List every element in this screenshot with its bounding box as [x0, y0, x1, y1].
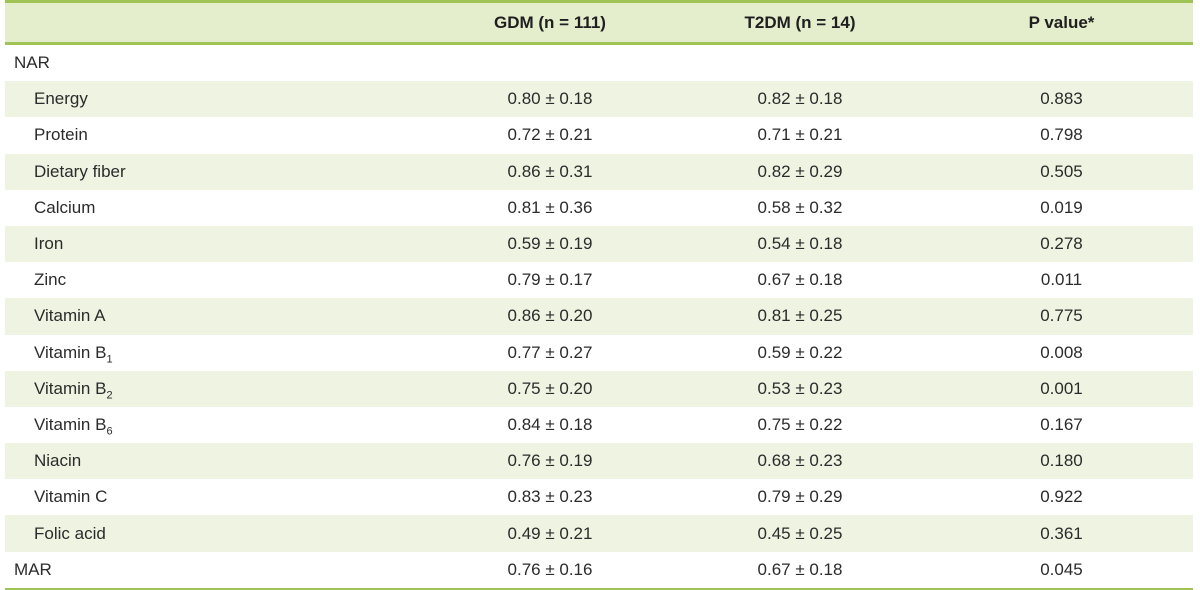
row-label: Niacin — [34, 451, 82, 471]
label-subscript: 6 — [106, 425, 113, 438]
t2dm-value-cell: 0.53 ± 0.23 — [757, 378, 843, 398]
row-label: Vitamin B1 — [34, 342, 113, 365]
t2dm-value-cell: 0.67 ± 0.18 — [757, 270, 843, 290]
gdm-value-cell: 0.76 ± 0.19 — [507, 451, 593, 471]
table-row: Vitamin B6 0.84 ± 0.18 0.75 ± 0.22 0.167 — [5, 406, 1193, 444]
t2dm-value-cell: 0.45 ± 0.25 — [757, 523, 843, 543]
pvalue-cell: 0.019 — [1040, 197, 1083, 217]
table-row: Vitamin A 0.86 ± 0.20 0.81 ± 0.25 0.775 — [5, 298, 1193, 335]
gdm-value-cell: 0.75 ± 0.20 — [507, 378, 593, 398]
column-header-t2dm: T2DM (n = 14) — [744, 12, 856, 32]
gdm-value-cell: 0.83 ± 0.23 — [507, 487, 593, 507]
t2dm-value-cell: 0.58 ± 0.32 — [757, 197, 843, 217]
t2dm-value-cell: 0.54 ± 0.18 — [757, 234, 843, 254]
nutrient-adequacy-table: GDM (n = 111) T2DM (n = 14) P value* NAR… — [5, 0, 1193, 590]
gdm-value-cell: 0.79 ± 0.17 — [507, 270, 593, 290]
table-row: Iron 0.59 ± 0.19 0.54 ± 0.18 0.278 — [5, 225, 1193, 263]
t2dm-value-cell: 0.67 ± 0.18 — [757, 559, 843, 579]
table-row: Zinc 0.79 ± 0.17 0.67 ± 0.18 0.011 — [5, 262, 1193, 299]
gdm-value-cell: 0.59 ± 0.19 — [507, 234, 593, 254]
pvalue-cell: 0.008 — [1040, 342, 1083, 362]
gdm-value-cell: 0.86 ± 0.20 — [507, 306, 593, 326]
row-label: NAR — [14, 53, 50, 73]
column-header-pvalue: P value* — [1028, 12, 1095, 32]
row-label: Calcium — [34, 197, 96, 217]
t2dm-value-cell: 0.82 ± 0.18 — [757, 89, 843, 109]
pvalue-cell: 0.001 — [1040, 378, 1083, 398]
gdm-value-cell: 0.84 ± 0.18 — [507, 414, 593, 434]
gdm-value-cell: 0.77 ± 0.27 — [507, 342, 593, 362]
row-label: Zinc — [34, 270, 67, 290]
table-row: Folic acid 0.49 ± 0.21 0.45 ± 0.25 0.361 — [5, 515, 1193, 552]
table-row: Vitamin B1 0.77 ± 0.27 0.59 ± 0.22 0.008 — [5, 334, 1193, 371]
gdm-value-cell: 0.81 ± 0.36 — [507, 197, 593, 217]
pvalue-cell: 0.922 — [1040, 487, 1083, 507]
pvalue-cell: 0.798 — [1040, 125, 1083, 145]
pvalue-cell: 0.011 — [1040, 270, 1083, 290]
table-row: Energy 0.80 ± 0.18 0.82 ± 0.18 0.883 — [5, 81, 1193, 118]
pvalue-cell: 0.361 — [1040, 523, 1083, 543]
pvalue-cell: 0.180 — [1040, 451, 1083, 471]
table-row: MAR 0.76 ± 0.16 0.67 ± 0.18 0.045 — [5, 551, 1193, 588]
t2dm-value-cell: 0.75 ± 0.22 — [757, 414, 843, 434]
row-label: Vitamin A — [34, 306, 106, 326]
table-row: Vitamin C 0.83 ± 0.23 0.79 ± 0.29 0.922 — [5, 479, 1193, 516]
row-label: MAR — [14, 559, 52, 579]
label-subscript: 1 — [106, 352, 113, 365]
t2dm-value-cell: 0.79 ± 0.29 — [757, 487, 843, 507]
pvalue-cell: 0.775 — [1040, 306, 1083, 326]
t2dm-value-cell: 0.81 ± 0.25 — [757, 306, 843, 326]
table-body: NAR Energy 0.80 ± 0.18 0.82 ± 0.18 0.883… — [5, 45, 1193, 590]
table-header-row: GDM (n = 111) T2DM (n = 14) P value* — [5, 3, 1193, 45]
table-row: NAR — [5, 45, 1193, 82]
pvalue-cell: 0.505 — [1040, 161, 1083, 181]
table-row: Vitamin B2 0.75 ± 0.20 0.53 ± 0.23 0.001 — [5, 370, 1193, 407]
t2dm-value-cell: 0.68 ± 0.23 — [757, 451, 843, 471]
row-label: Vitamin C — [34, 487, 108, 507]
row-label: Vitamin B6 — [34, 414, 113, 438]
gdm-value-cell: 0.72 ± 0.21 — [507, 125, 593, 145]
t2dm-value-cell: 0.59 ± 0.22 — [757, 342, 843, 362]
pvalue-cell: 0.278 — [1040, 234, 1083, 254]
table-row: Calcium 0.81 ± 0.36 0.58 ± 0.32 0.019 — [5, 189, 1193, 226]
gdm-value-cell: 0.76 ± 0.16 — [507, 559, 593, 579]
pvalue-cell: 0.045 — [1040, 559, 1083, 579]
row-label: Dietary fiber — [34, 161, 126, 181]
row-label: Folic acid — [34, 523, 106, 543]
row-label: Vitamin B2 — [34, 378, 113, 402]
t2dm-value-cell: 0.82 ± 0.29 — [757, 161, 843, 181]
pvalue-cell: 0.883 — [1040, 89, 1083, 109]
row-label: Protein — [34, 125, 88, 145]
gdm-value-cell: 0.49 ± 0.21 — [507, 523, 593, 543]
table-row: Dietary fiber 0.86 ± 0.31 0.82 ± 0.29 0.… — [5, 153, 1193, 190]
row-label: Energy — [34, 89, 88, 109]
gdm-value-cell: 0.80 ± 0.18 — [507, 89, 593, 109]
column-header-gdm: GDM (n = 111) — [494, 12, 606, 32]
row-label: Iron — [34, 234, 64, 254]
pvalue-cell: 0.167 — [1040, 414, 1083, 434]
t2dm-value-cell: 0.71 ± 0.21 — [757, 125, 843, 145]
table-row: Niacin 0.76 ± 0.19 0.68 ± 0.23 0.180 — [5, 443, 1193, 480]
table-row: Protein 0.72 ± 0.21 0.71 ± 0.21 0.798 — [5, 117, 1193, 154]
gdm-value-cell: 0.86 ± 0.31 — [507, 161, 593, 181]
label-subscript: 2 — [106, 389, 113, 402]
